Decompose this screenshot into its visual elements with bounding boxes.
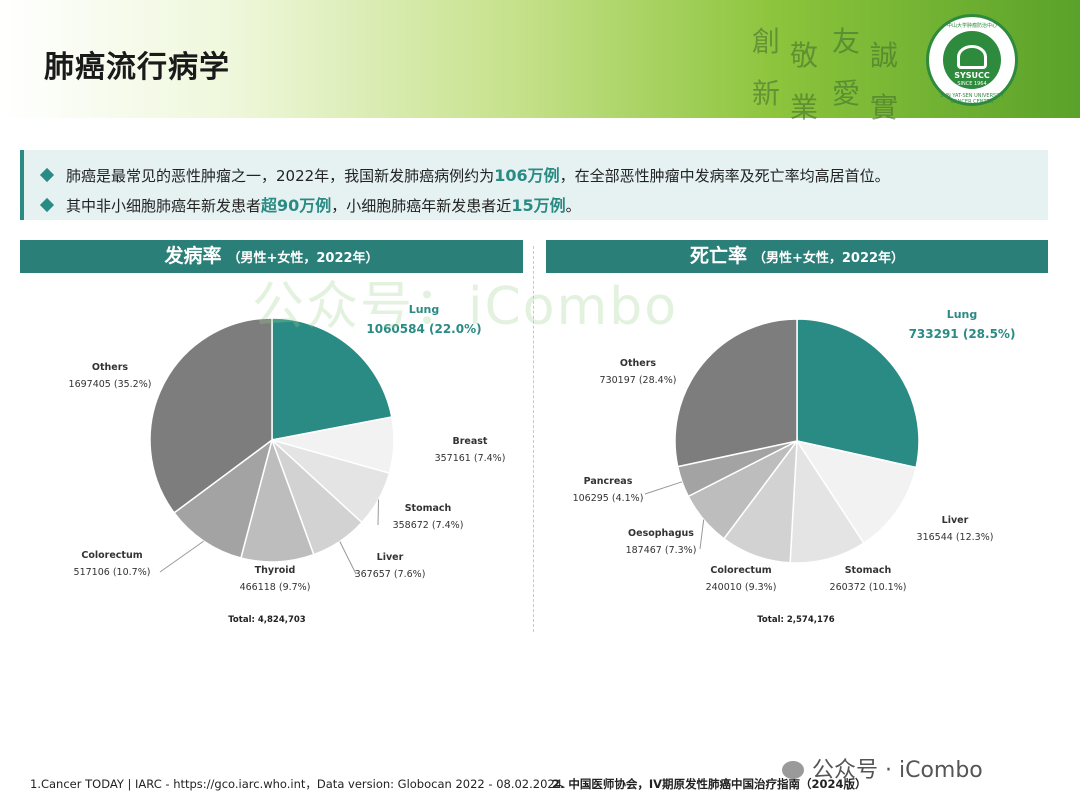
watermark-text: 公众号：iCombo <box>252 277 679 337</box>
slice-label-name: Colorectum <box>81 550 142 561</box>
slice-label-name: Oesophagus <box>628 528 694 539</box>
pie-slice-thyroid <box>239 437 315 563</box>
pie-slice-stomach <box>789 438 865 564</box>
logo-mark-icon <box>957 45 987 69</box>
slice-label-value: 730197 (28.4%) <box>600 375 677 386</box>
slice-label-name: Thyroid <box>255 565 296 576</box>
bullet-text: 。 <box>565 197 581 215</box>
calligraphy-char: 愛 <box>832 77 861 110</box>
pie-slice-others <box>674 318 798 468</box>
slice-label-value: 367657 (7.6%) <box>355 569 426 580</box>
calligraphy-char: 創 <box>752 25 781 58</box>
header-band <box>0 0 1080 118</box>
calligraphy-col-2: 敬 業 <box>790 34 818 126</box>
bullet-highlight: 15万例 <box>511 196 566 215</box>
slice-label-name: Lung <box>409 303 440 316</box>
wechat-icon <box>782 761 804 779</box>
logo-abbr: SYSUCC <box>954 71 990 80</box>
footer-reference-1: 1.Cancer TODAY | IARC - https://gco.iarc… <box>30 777 566 791</box>
slice-label-name: Lung <box>947 308 978 321</box>
calligraphy-char: 新 <box>752 77 781 110</box>
incidence-title: 发病率 <box>164 245 222 267</box>
mortality-banner: 死亡率 （男性+女性，2022年） <box>546 240 1048 273</box>
bullet-highlight: 106万例 <box>494 166 560 185</box>
bullet-text: ，小细胞肺癌年新发患者近 <box>331 197 512 215</box>
slice-label-name: Liver <box>377 552 404 563</box>
bullet-2: 其中非小细胞肺癌年新发患者超90万例，小细胞肺癌年新发患者近15万例。 <box>39 192 581 216</box>
leader-line <box>377 499 379 526</box>
slice-label-value: 240010 (9.3%) <box>706 582 777 593</box>
pie-slice-lung <box>271 317 393 441</box>
slice-label-name: Others <box>620 358 657 369</box>
slice-label-name: Pancreas <box>584 476 633 487</box>
slice-label-value: 358672 (7.4%) <box>393 520 464 531</box>
slice-label-name: Breast <box>453 436 488 447</box>
summary-box: 肺癌是最常见的恶性肿瘤之一，2022年，我国新发肺癌病例约为106万例，在全部恶… <box>20 150 1048 220</box>
leader-line <box>644 481 683 495</box>
slice-label-value: 517106 (10.7%) <box>74 567 151 578</box>
slice-label-name: Colorectum <box>710 565 771 576</box>
footer-watermark: 公众号 · iCombo <box>782 752 983 784</box>
incidence-banner: 发病率 （男性+女性，2022年） <box>20 240 523 273</box>
bullet-highlight: 超90万例 <box>261 196 332 215</box>
slice-label-value: 260372 (10.1%) <box>830 582 907 593</box>
pie-slice-others <box>149 317 273 514</box>
leader-line <box>699 519 705 550</box>
calligraphy-char: 誠 <box>870 39 899 72</box>
bullet-text: ，在全部恶性肿瘤中发病率及死亡率均高居首位。 <box>559 167 890 185</box>
incidence-subtitle: （男性+女性，2022年） <box>227 251 379 266</box>
calligraphy-char: 實 <box>870 91 899 124</box>
footer-reference-2: 2. 中国医师协会，IV期原发性肺癌中国治疗指南（2024版） <box>552 777 867 791</box>
slice-label-name: Others <box>92 362 129 373</box>
logo-top-text: 中山大学肿瘤防治中心 <box>946 23 997 29</box>
leader-line <box>339 541 357 575</box>
bullet-text: 肺癌是最常见的恶性肿瘤之一，2022年，我国新发肺癌病例约为 <box>66 167 495 185</box>
calligraphy-col-4: 誠 實 <box>870 34 898 126</box>
calligraphy-col-3: 友 愛 <box>832 20 860 112</box>
mortality-subtitle: （男性+女性，2022年） <box>752 251 905 266</box>
slice-label-value: 733291 (28.5%) <box>909 327 1016 341</box>
pie-slice-liver <box>795 439 917 545</box>
mortality-title: 死亡率 <box>689 245 747 267</box>
calligraphy-char: 友 <box>832 25 861 58</box>
calligraphy-char: 敬 <box>790 39 819 72</box>
slice-label-value: 316544 (12.3%) <box>917 532 994 543</box>
page-title: 肺癌流行病学 <box>44 50 230 85</box>
leader-line <box>159 540 204 573</box>
logo-emblem: SYSUCC SINCE 1964 <box>943 31 1001 89</box>
slice-label-name: Liver <box>942 515 969 526</box>
mortality-pie: Lung 733291 (28.5%) Liver 316544 (12.3%) Sto… <box>573 308 1016 625</box>
bullet-1: 肺癌是最常见的恶性肿瘤之一，2022年，我国新发肺癌病例约为106万例，在全部恶… <box>39 162 890 186</box>
slice-label-value: 1697405 (35.2%) <box>69 379 152 390</box>
slice-label-value: 1060584 (22.0%) <box>366 322 481 336</box>
slice-label-value: 187467 (7.3%) <box>626 545 697 556</box>
pie-total-label: Total: 2,574,176 <box>757 615 835 625</box>
panel-divider <box>533 246 534 632</box>
bullet-text: 其中非小细胞肺癌年新发患者 <box>66 197 262 215</box>
pie-slice-colorectum <box>173 438 274 559</box>
calligraphy-col-1: 創 新 <box>752 20 780 112</box>
calligraphy-char: 業 <box>790 91 819 124</box>
logo-ring-text: SUN YAT-SEN UNIVERSITY CANCER CENTER <box>940 93 1004 105</box>
slice-label-value: 466118 (9.7%) <box>240 582 311 593</box>
slice-label-name: Stomach <box>845 565 892 576</box>
slice-label-value: 106295 (4.1%) <box>573 493 644 504</box>
footer-watermark-text: 公众号 · iCombo <box>812 758 983 783</box>
slice-label-value: 357161 (7.4%) <box>435 453 506 464</box>
slice-label-name: Stomach <box>405 503 452 514</box>
logo-since: SINCE 1964 <box>957 81 987 87</box>
incidence-pie: Lung 1060584 (22.0%) Breast 357161 (7.4%) St… <box>69 303 506 625</box>
pie-slice-lung <box>796 318 920 469</box>
sysucc-logo: 中山大学肿瘤防治中心 SYSUCC SINCE 1964 SUN YAT-SEN… <box>926 14 1018 106</box>
pie-total-label: Total: 4,824,703 <box>228 615 306 625</box>
